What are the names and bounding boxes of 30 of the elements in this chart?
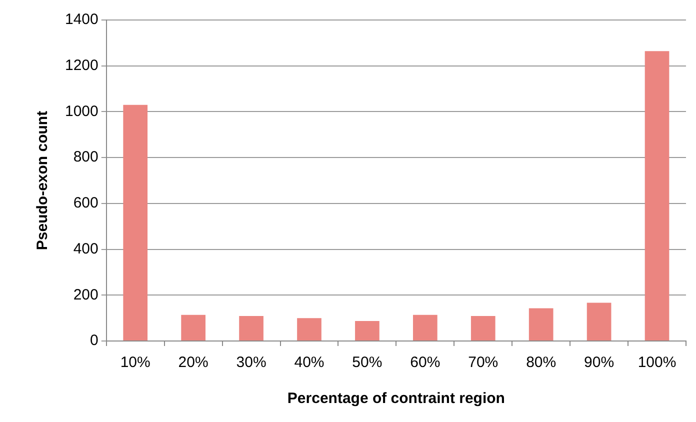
x-tick-label: 30%: [236, 354, 266, 372]
bar: [181, 314, 206, 340]
y-tick-label: 800: [73, 148, 98, 166]
bar: [297, 318, 322, 340]
x-tick-label: 70%: [468, 354, 498, 372]
bar: [355, 321, 380, 340]
y-tick-label: 400: [73, 240, 98, 258]
bar: [470, 316, 496, 340]
y-tick-label: 1200: [64, 57, 98, 74]
x-tick-label: 40%: [294, 354, 324, 372]
y-tick-label: 600: [73, 194, 98, 212]
x-axis-title: Percentage of contraint region: [287, 390, 505, 408]
y-tick-label: 0: [90, 332, 98, 350]
x-tick-label: 60%: [410, 354, 440, 372]
bar: [123, 104, 148, 340]
x-tick-label: 10%: [120, 354, 150, 372]
bar: [586, 302, 612, 340]
y-axis-title: Pseudo-exon count: [34, 110, 52, 250]
bar: [239, 316, 264, 340]
y-tick-label: 200: [73, 286, 98, 304]
x-tick-label: 20%: [178, 354, 208, 372]
bar: [644, 51, 670, 340]
x-tick-label: 80%: [526, 354, 556, 372]
y-tick-label: 1000: [64, 102, 98, 120]
y-tick-label: 1400: [64, 11, 98, 28]
bar: [528, 308, 554, 340]
bar: [412, 314, 438, 340]
x-tick-label: 50%: [352, 354, 382, 372]
x-tick-label: 90%: [584, 354, 614, 372]
x-tick-label: 100%: [638, 354, 676, 372]
